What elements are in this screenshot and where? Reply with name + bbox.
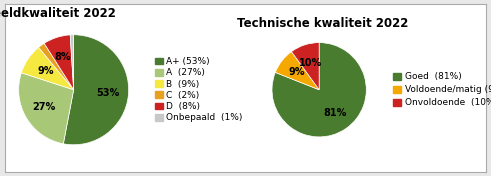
- Text: 9%: 9%: [289, 67, 305, 77]
- Text: 8%: 8%: [55, 52, 71, 62]
- Wedge shape: [39, 43, 74, 90]
- Wedge shape: [275, 52, 319, 90]
- Text: 53%: 53%: [96, 88, 119, 98]
- Text: Beeldkwaliteit 2022: Beeldkwaliteit 2022: [0, 7, 116, 20]
- Legend: Goed  (81%), Voldoende/matig (9%), Onvoldoende  (10%): Goed (81%), Voldoende/matig (9%), Onvold…: [392, 71, 491, 108]
- Wedge shape: [272, 43, 366, 137]
- Text: 10%: 10%: [299, 58, 322, 68]
- Wedge shape: [70, 35, 74, 90]
- Wedge shape: [44, 35, 74, 90]
- Text: 9%: 9%: [37, 66, 54, 76]
- Legend: A+ (53%), A  (27%), B  (9%), C  (2%), D  (8%), Onbepaald  (1%): A+ (53%), A (27%), B (9%), C (2%), D (8%…: [154, 56, 244, 123]
- Text: 27%: 27%: [33, 102, 56, 112]
- Wedge shape: [19, 73, 74, 144]
- Wedge shape: [21, 47, 74, 90]
- Wedge shape: [292, 43, 319, 90]
- Text: 81%: 81%: [324, 108, 347, 118]
- Wedge shape: [63, 35, 129, 145]
- Text: Technische kwaliteit 2022: Technische kwaliteit 2022: [237, 17, 408, 30]
